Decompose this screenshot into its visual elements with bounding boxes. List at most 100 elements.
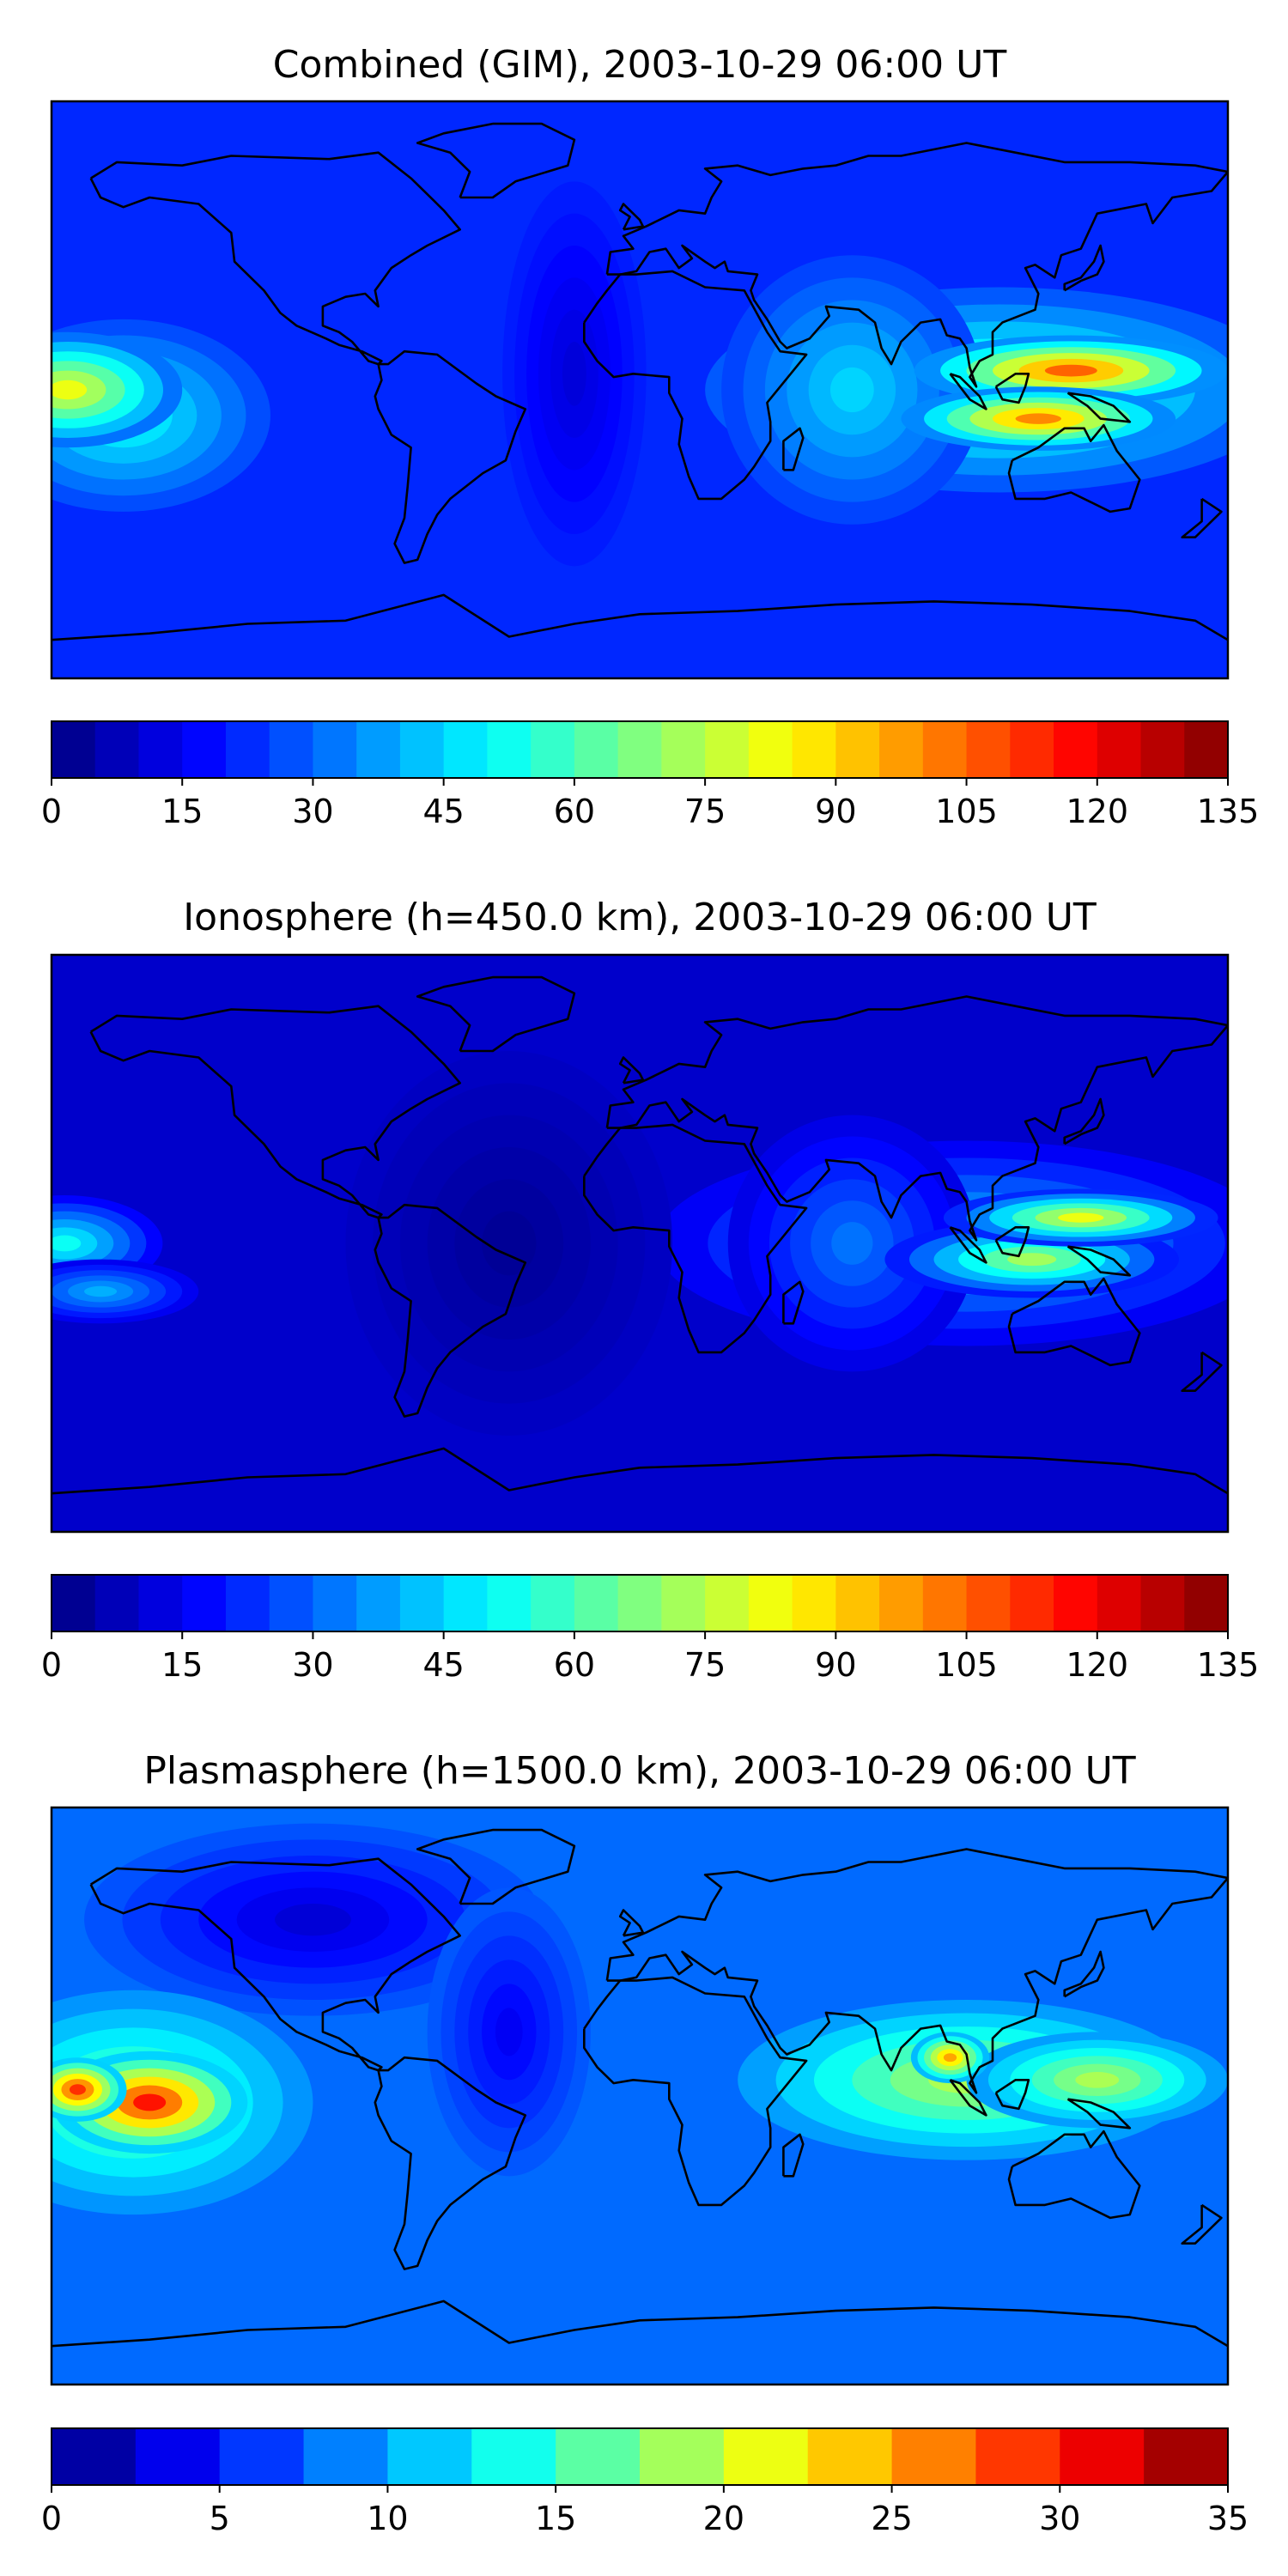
coastline-madagascar — [782, 427, 805, 471]
coastline-antarctica — [52, 2300, 1228, 2348]
colorbar-tick-label: 135 — [1197, 1646, 1260, 1684]
colorbar-tick-label: 15 — [161, 1646, 203, 1684]
coastline-greenland — [416, 1828, 576, 1905]
colorbar-segment — [1184, 721, 1229, 778]
coastline-eurasia — [605, 142, 1228, 388]
colorbar-segment — [879, 1575, 924, 1631]
colorbar-tick-label: 25 — [871, 2500, 912, 2537]
field-feature-4-band-5 — [52, 1235, 82, 1252]
colorbar-segment — [975, 2428, 1060, 2485]
colorbar-segment — [792, 1575, 836, 1631]
colorbar-tick-label: 135 — [1197, 793, 1260, 830]
field-feature-0-band-5 — [275, 1904, 351, 1936]
colorbar-tick-label: 5 — [210, 2500, 230, 2537]
coastline-greenland — [416, 975, 576, 1053]
colorbar-tick-label: 30 — [1039, 2500, 1080, 2537]
colorbar-segment — [966, 1575, 1011, 1631]
colorbar-segment — [574, 721, 619, 778]
panel-3: Plasmasphere (h=1500.0 km), 2003-10-29 0… — [41, 1749, 1249, 2537]
colorbar-segment — [182, 1575, 227, 1631]
colorbar-segment — [705, 721, 750, 778]
field-feature-1-band-5 — [829, 367, 874, 413]
panel-title: Ionosphere (h=450.0 km), 2003-10-29 06:0… — [183, 896, 1097, 939]
colorbar-segment — [531, 1575, 575, 1631]
colorbar-segment — [835, 1575, 880, 1631]
coastline-south-america — [374, 2056, 527, 2270]
colorbar-segment — [1144, 2428, 1229, 2485]
coastline-africa — [582, 1123, 808, 1354]
coastline-eurasia — [605, 995, 1228, 1242]
colorbar-segment — [471, 2428, 556, 2485]
colorbar-frame — [51, 720, 1229, 779]
field-feature-6-band-5 — [84, 1285, 118, 1297]
colorbar-segment — [966, 721, 1011, 778]
coastline-new-zealand — [1181, 1351, 1223, 1392]
colorbar: 0 5 10 15 20 25 30 35 — [41, 2427, 1249, 2537]
coastline-new-zealand — [1181, 497, 1223, 539]
colorbar: 0 15 30 45 60 75 90 105 120 135 — [41, 1574, 1260, 1684]
colorbar-segment — [531, 721, 575, 778]
coastline-japan — [1063, 1097, 1105, 1145]
colorbar-segment — [1010, 721, 1054, 778]
colorbar-segment — [661, 1575, 706, 1631]
coastline-north-america — [89, 1005, 462, 1219]
colorbar-segment — [574, 1575, 619, 1631]
colorbar-segment — [1140, 1575, 1185, 1631]
colorbar-tick-label: 75 — [684, 1646, 726, 1684]
colorbar-segment — [269, 721, 314, 778]
colorbar-segment — [443, 721, 489, 778]
colorbar-segment — [443, 1575, 489, 1631]
colorbar-segment — [748, 1575, 793, 1631]
colorbar-segment — [94, 1575, 140, 1631]
colorbar-segment — [135, 2428, 221, 2485]
colorbar-segment — [617, 721, 662, 778]
panel-2: Ionosphere (h=450.0 km), 2003-10-29 06:0… — [41, 896, 1260, 1684]
coastline-south-america — [374, 1203, 527, 1418]
coastline-south-america — [374, 349, 527, 564]
map-frame — [50, 1806, 1230, 2386]
colorbar-tick-label: 45 — [422, 793, 464, 830]
colorbar-segment — [1054, 721, 1098, 778]
map-field — [52, 101, 1228, 678]
colorbar-segment — [1097, 1575, 1142, 1631]
coastline-uk — [618, 1909, 645, 1937]
coastline-borneo — [994, 2079, 1030, 2111]
colorbar-segment — [723, 2428, 809, 2485]
map-frame — [50, 953, 1230, 1534]
colorbar-tick-label: 105 — [935, 1646, 998, 1684]
colorbar-segment — [225, 721, 270, 778]
coastline-new-zealand — [1181, 2203, 1223, 2245]
field-feature-2-band-5 — [831, 1222, 873, 1265]
field-feature-5-band-5 — [133, 2093, 167, 2111]
field-feature-6-band-5 — [1015, 413, 1061, 424]
panel-1: Combined (GIM), 2003-10-29 06:00 UT 0 15 30… — [41, 43, 1260, 830]
colorbar-segment — [52, 721, 96, 778]
colorbar-segment — [748, 721, 793, 778]
coastline-australia — [1007, 2129, 1141, 2220]
colorbar-tick-label: 105 — [935, 793, 998, 830]
colorbar: 0 15 30 45 60 75 90 105 120 135 — [41, 720, 1260, 830]
colorbar-tick-label: 120 — [1066, 793, 1129, 830]
colorbar-tick-label: 60 — [554, 793, 595, 830]
colorbar-segment — [1060, 2428, 1145, 2485]
colorbar-segment — [313, 721, 357, 778]
colorbar-frame — [51, 1574, 1229, 1632]
colorbar-segment — [387, 2428, 472, 2485]
colorbar-tick-label: 15 — [535, 2500, 576, 2537]
colorbar-tick-label: 45 — [422, 1646, 464, 1684]
colorbar-segment — [138, 1575, 183, 1631]
colorbar-tick-label: 0 — [41, 793, 62, 830]
coastline-antarctica — [52, 1447, 1228, 1495]
map-field — [52, 955, 1228, 1532]
panel-title: Plasmasphere (h=1500.0 km), 2003-10-29 0… — [143, 1749, 1135, 1793]
colorbar-segment — [52, 2428, 137, 2485]
coastline-north-america — [89, 151, 462, 366]
coastline-new-guinea — [1066, 2098, 1132, 2129]
colorbar-segment — [1010, 1575, 1054, 1631]
colorbar-segment — [1184, 1575, 1229, 1631]
colorbar-segment — [1140, 721, 1185, 778]
coastline-japan — [1063, 244, 1105, 292]
colorbar-segment — [313, 1575, 357, 1631]
colorbar-tick-label: 90 — [815, 1646, 856, 1684]
